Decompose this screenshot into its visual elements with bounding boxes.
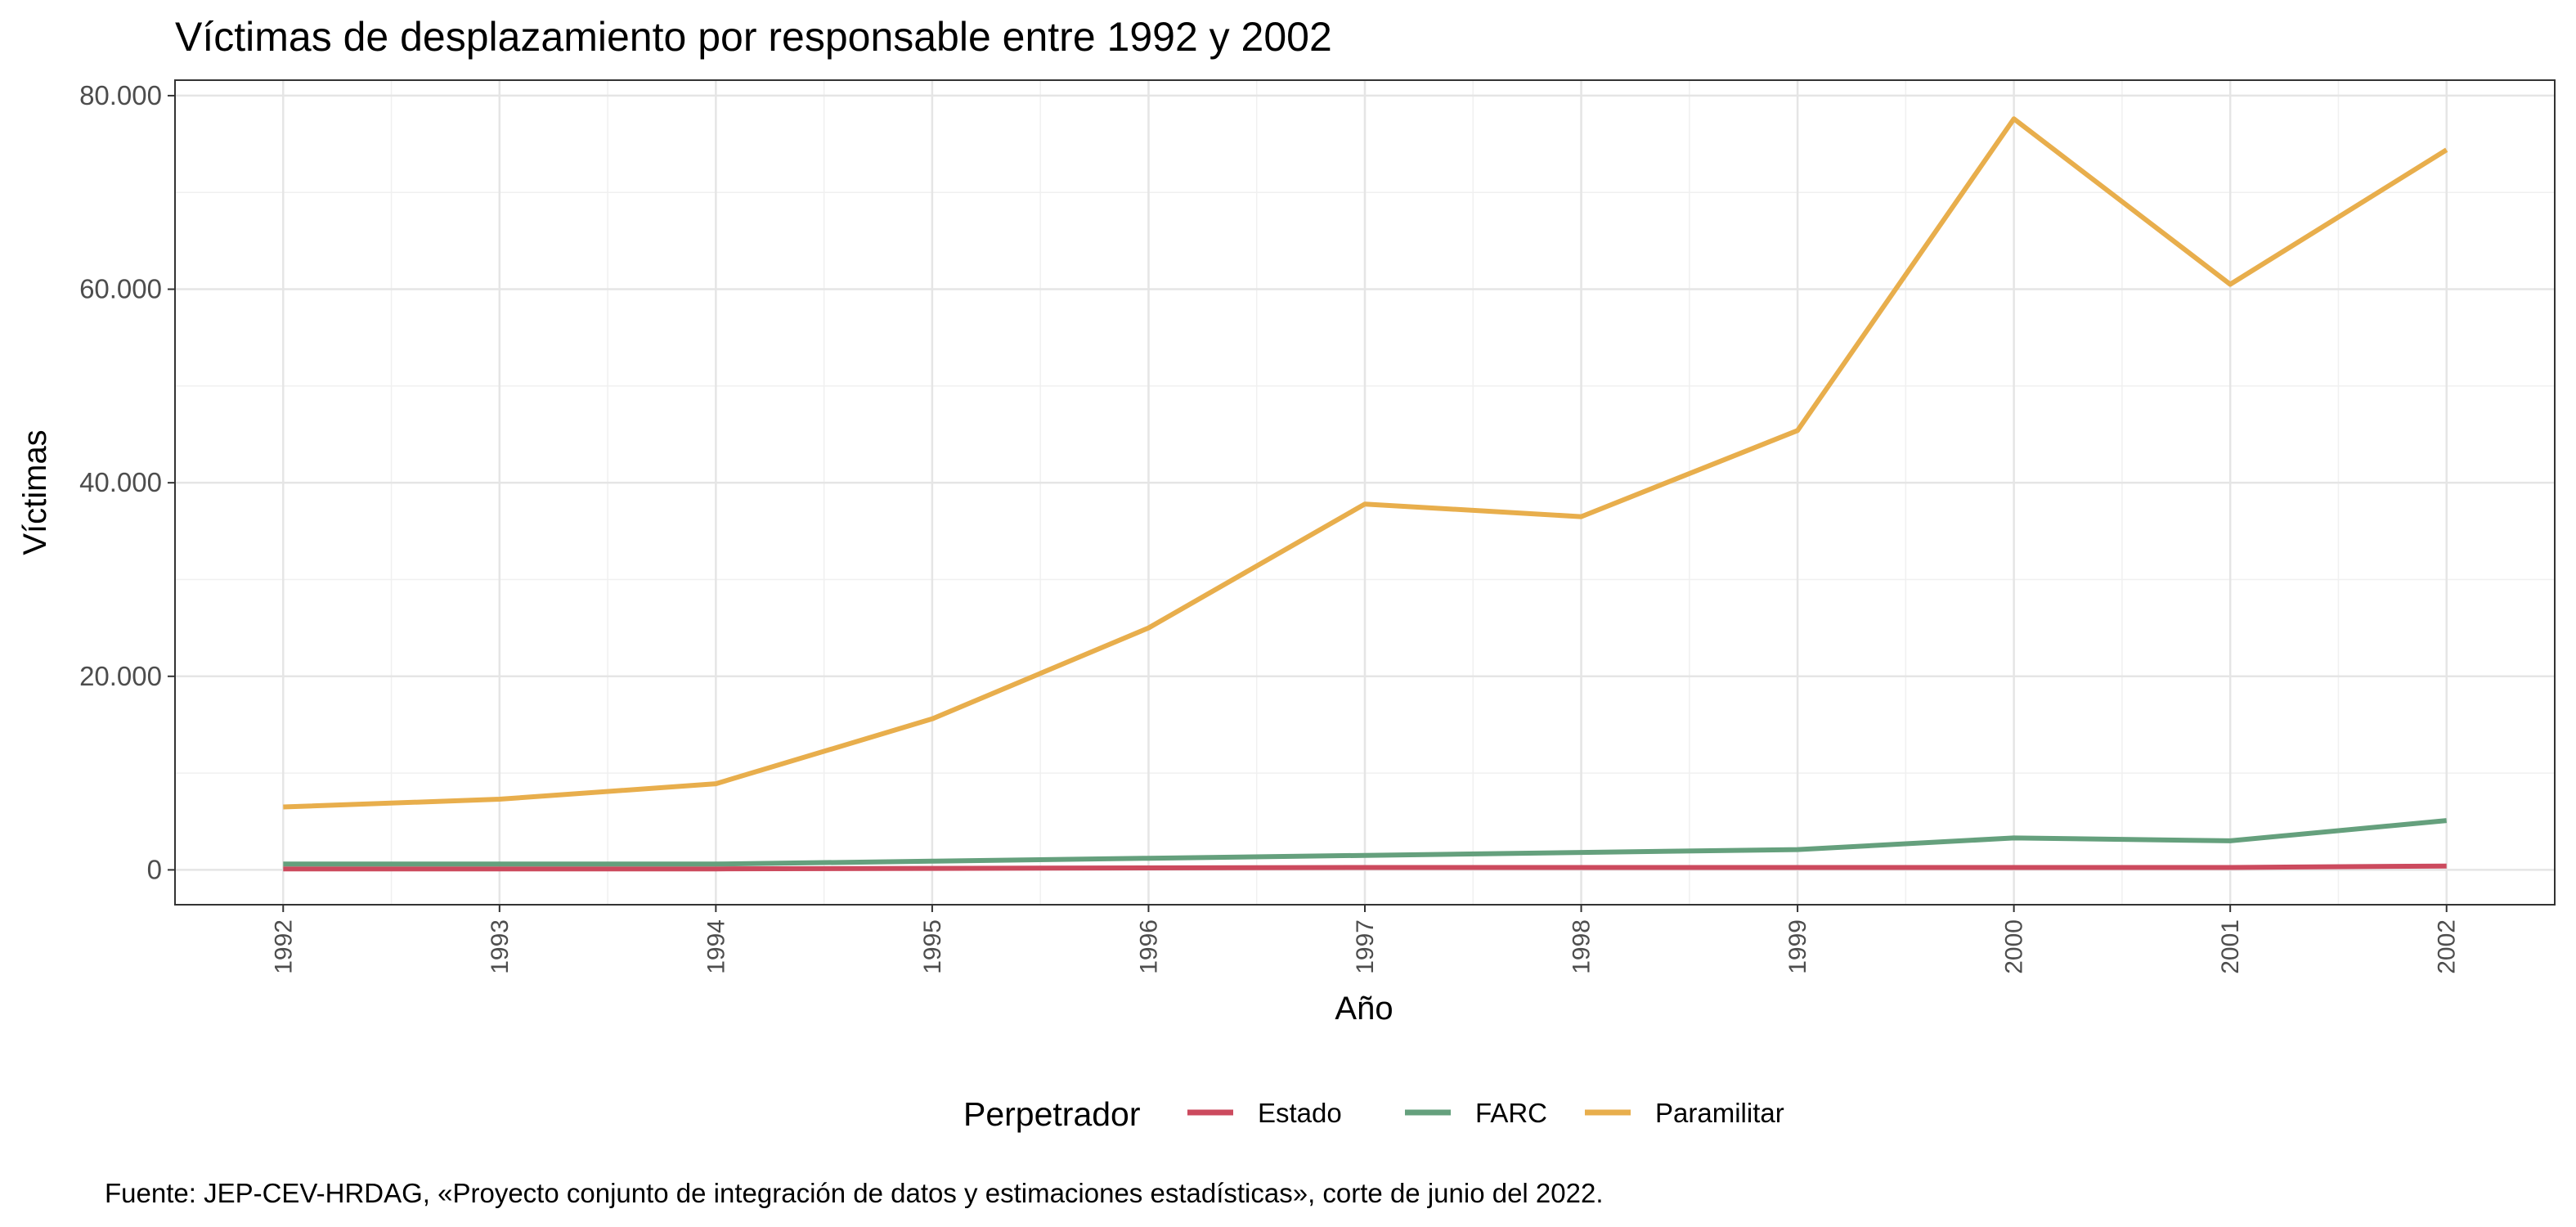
chart-title: Víctimas de desplazamiento por responsab…: [175, 14, 1332, 60]
x-axis-title: Año: [1335, 991, 1393, 1027]
x-tick-label: 2001: [2217, 919, 2244, 974]
x-axis-ticks: 1992 1993 1994 1995 1996 1997 1998 1999 2000 2001…: [270, 905, 2461, 974]
y-tick-label: 20.000: [79, 661, 162, 691]
series-line-estado: [283, 863, 2447, 872]
legend-label-estado: Estado: [1258, 1098, 1342, 1128]
x-tick-label: 1992: [270, 919, 297, 974]
x-tick-label: 1999: [1784, 919, 1811, 974]
series-line-farc: [283, 818, 2447, 867]
x-tick-label: 1998: [1568, 919, 1595, 974]
source-caption: Fuente: JEP-CEV-HRDAG, «Proyecto conjunt…: [105, 1178, 1604, 1208]
x-tick-label: 1997: [1352, 919, 1379, 974]
legend-label-farc: FARC: [1475, 1098, 1547, 1128]
legend: Perpetrador Estado FARC Paramilitar: [963, 1095, 1784, 1133]
x-tick-label: 2000: [2001, 919, 2028, 974]
series-line-paramilitar: [283, 116, 2448, 810]
legend-title: Perpetrador: [963, 1095, 1141, 1133]
series-lines: [283, 116, 2448, 872]
x-tick-label: 2002: [2434, 919, 2461, 974]
x-tick-label: 1993: [487, 919, 514, 974]
x-tick-label: 1994: [702, 919, 729, 974]
y-tick-label: 40.000: [79, 467, 162, 497]
x-tick-label: 1995: [919, 919, 946, 974]
y-axis-title: Víctimas: [17, 429, 53, 555]
y-tick-label: 60.000: [79, 274, 162, 304]
y-tick-label: 80.000: [79, 80, 162, 110]
y-tick-label: 0: [147, 854, 162, 884]
y-axis-ticks: 0 20.000 40.000 60.000 80.000: [79, 80, 175, 884]
legend-label-paramilitar: Paramilitar: [1655, 1098, 1784, 1128]
x-tick-label: 1996: [1136, 919, 1163, 974]
